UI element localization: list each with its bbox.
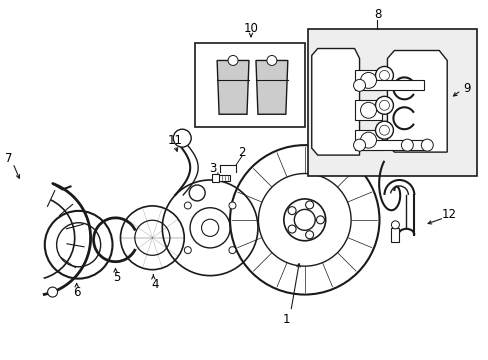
Bar bbox=[359, 80, 424, 90]
Text: 6: 6 bbox=[73, 286, 80, 299]
Bar bbox=[390, 228, 399, 242]
Circle shape bbox=[353, 139, 365, 151]
Text: 3: 3 bbox=[209, 162, 216, 175]
Text: 8: 8 bbox=[373, 8, 380, 21]
Circle shape bbox=[228, 247, 235, 253]
Circle shape bbox=[401, 139, 412, 151]
Circle shape bbox=[375, 96, 393, 114]
Circle shape bbox=[294, 210, 315, 230]
Bar bbox=[212, 174, 219, 182]
Polygon shape bbox=[217, 60, 248, 114]
Circle shape bbox=[353, 80, 365, 91]
Text: 2: 2 bbox=[238, 145, 245, 159]
Bar bbox=[354, 100, 382, 120]
Text: 12: 12 bbox=[441, 208, 456, 221]
Bar bbox=[195, 42, 304, 127]
Polygon shape bbox=[311, 49, 359, 155]
Text: 1: 1 bbox=[283, 313, 290, 326]
Circle shape bbox=[375, 121, 393, 139]
Polygon shape bbox=[386, 50, 447, 152]
Bar bbox=[307, 28, 476, 176]
Circle shape bbox=[375, 67, 393, 84]
Circle shape bbox=[360, 102, 376, 118]
Circle shape bbox=[189, 185, 205, 201]
Circle shape bbox=[184, 202, 191, 209]
Circle shape bbox=[360, 72, 376, 88]
Bar bbox=[354, 130, 382, 150]
Circle shape bbox=[360, 132, 376, 148]
Text: 4: 4 bbox=[151, 278, 159, 291]
Circle shape bbox=[201, 219, 218, 237]
Circle shape bbox=[47, 287, 58, 297]
Text: 10: 10 bbox=[243, 22, 258, 35]
Text: 11: 11 bbox=[167, 134, 183, 147]
Circle shape bbox=[305, 231, 313, 239]
Circle shape bbox=[228, 202, 235, 209]
Circle shape bbox=[287, 207, 295, 215]
Text: 9: 9 bbox=[463, 82, 470, 95]
Polygon shape bbox=[255, 60, 287, 114]
Circle shape bbox=[266, 55, 276, 66]
Text: 5: 5 bbox=[113, 271, 120, 284]
Bar bbox=[216, 175, 229, 181]
Circle shape bbox=[227, 55, 238, 66]
Text: 7: 7 bbox=[5, 152, 13, 165]
Bar bbox=[359, 140, 424, 150]
Circle shape bbox=[184, 247, 191, 253]
Circle shape bbox=[316, 216, 324, 224]
Circle shape bbox=[305, 201, 313, 209]
Circle shape bbox=[421, 139, 432, 151]
Circle shape bbox=[173, 129, 191, 147]
Circle shape bbox=[287, 225, 295, 233]
Circle shape bbox=[390, 221, 399, 229]
Bar bbox=[354, 71, 382, 90]
